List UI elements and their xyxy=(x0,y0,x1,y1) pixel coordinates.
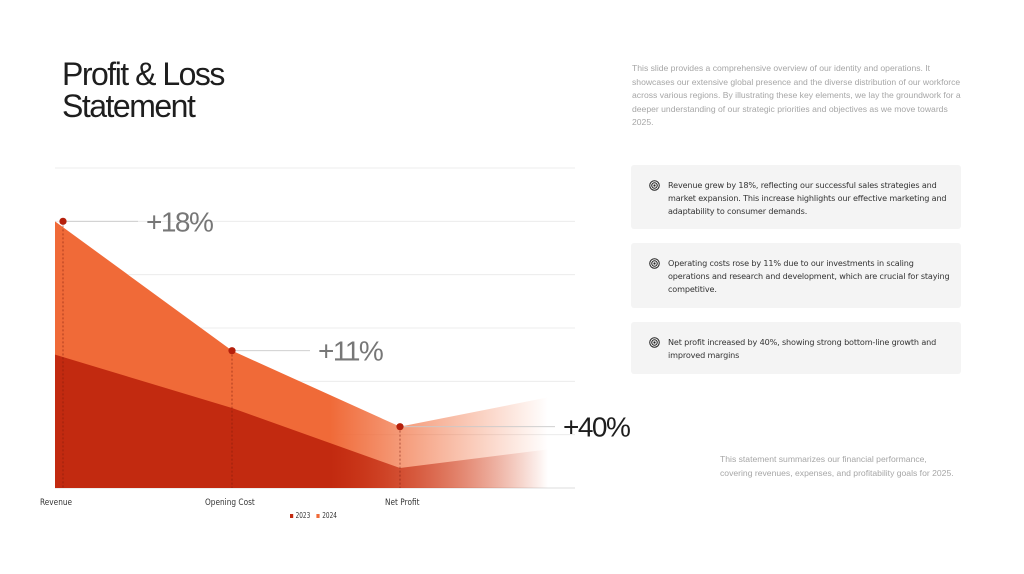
legend-swatch-2024 xyxy=(316,513,320,518)
chart-legend: 2023 2024 xyxy=(290,511,337,520)
insight-card-revenue: Revenue grew by 18%, reflecting our succ… xyxy=(631,165,961,229)
target-icon xyxy=(649,258,660,269)
legend-label-2023: 2023 xyxy=(295,511,311,520)
data-point-marker xyxy=(396,423,404,431)
legend-item-2024: 2024 xyxy=(316,511,337,520)
title-line-2: Statement xyxy=(62,88,196,124)
insight-card-profit: Net profit increased by 40%, showing str… xyxy=(631,322,961,374)
legend-item-2023: 2023 xyxy=(290,511,310,520)
data-point-marker xyxy=(59,217,67,225)
legend-label-2024: 2024 xyxy=(322,511,337,520)
change-callout: +11% xyxy=(318,336,383,367)
x-tick-label: Opening Cost xyxy=(205,496,256,507)
data-point-marker xyxy=(228,347,236,355)
x-tick-label: Net Profit xyxy=(385,496,420,507)
x-tick-label: Revenue xyxy=(40,496,72,507)
target-icon xyxy=(649,337,660,348)
change-callout: +40% xyxy=(563,412,630,443)
legend-swatch-2023 xyxy=(290,513,294,518)
change-callout: +18% xyxy=(146,206,213,237)
area-series-2023 xyxy=(55,354,548,488)
intro-paragraph: This slide provides a comprehensive over… xyxy=(632,63,961,127)
insight-text-costs: Operating costs rose by 11% due to our i… xyxy=(668,258,950,294)
target-icon xyxy=(649,180,660,191)
title-line-1: Profit & Loss xyxy=(62,56,225,92)
page-title: Profit & Loss Statement xyxy=(62,58,362,122)
summary-paragraph: This statement summarizes our financial … xyxy=(720,454,954,478)
insight-text-profit: Net profit increased by 40%, showing str… xyxy=(668,337,937,360)
insight-text-revenue: Revenue grew by 18%, reflecting our succ… xyxy=(668,180,947,216)
insight-card-costs: Operating costs rose by 11% due to our i… xyxy=(631,243,961,308)
